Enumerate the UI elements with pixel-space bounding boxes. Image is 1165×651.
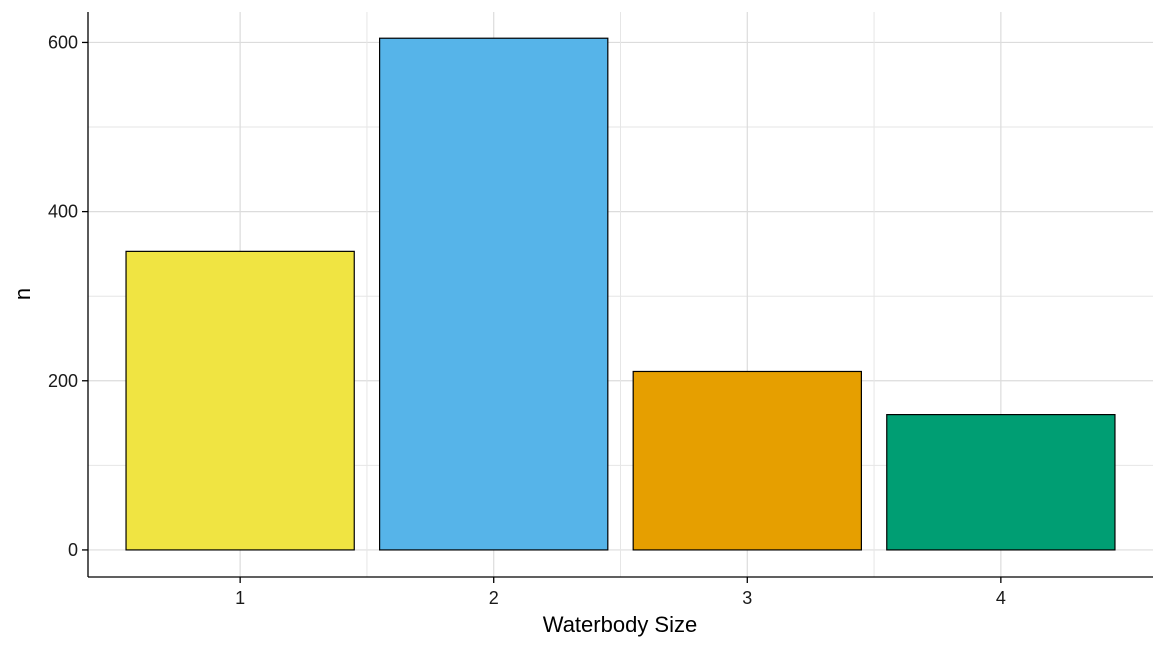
axes <box>82 12 1153 583</box>
bar-3 <box>632 370 862 551</box>
x-tick-label: 3 <box>742 588 752 608</box>
bar-1 <box>125 250 355 551</box>
x-tick-label: 2 <box>489 588 499 608</box>
x-tick-label: 4 <box>996 588 1006 608</box>
grid-lines <box>88 12 1153 577</box>
y-tick-label: 400 <box>48 202 78 222</box>
y-tick-label: 0 <box>68 540 78 560</box>
y-axis-title: n <box>10 288 35 300</box>
y-tick-label: 600 <box>48 32 78 52</box>
bars <box>125 37 1116 551</box>
tick-labels: 0 200 400 600 1 2 3 4 <box>48 32 1006 608</box>
bar-4 <box>886 414 1116 551</box>
y-tick-label: 200 <box>48 371 78 391</box>
x-tick-label: 1 <box>235 588 245 608</box>
bar-2 <box>379 37 609 551</box>
x-axis-title: Waterbody Size <box>543 612 697 637</box>
